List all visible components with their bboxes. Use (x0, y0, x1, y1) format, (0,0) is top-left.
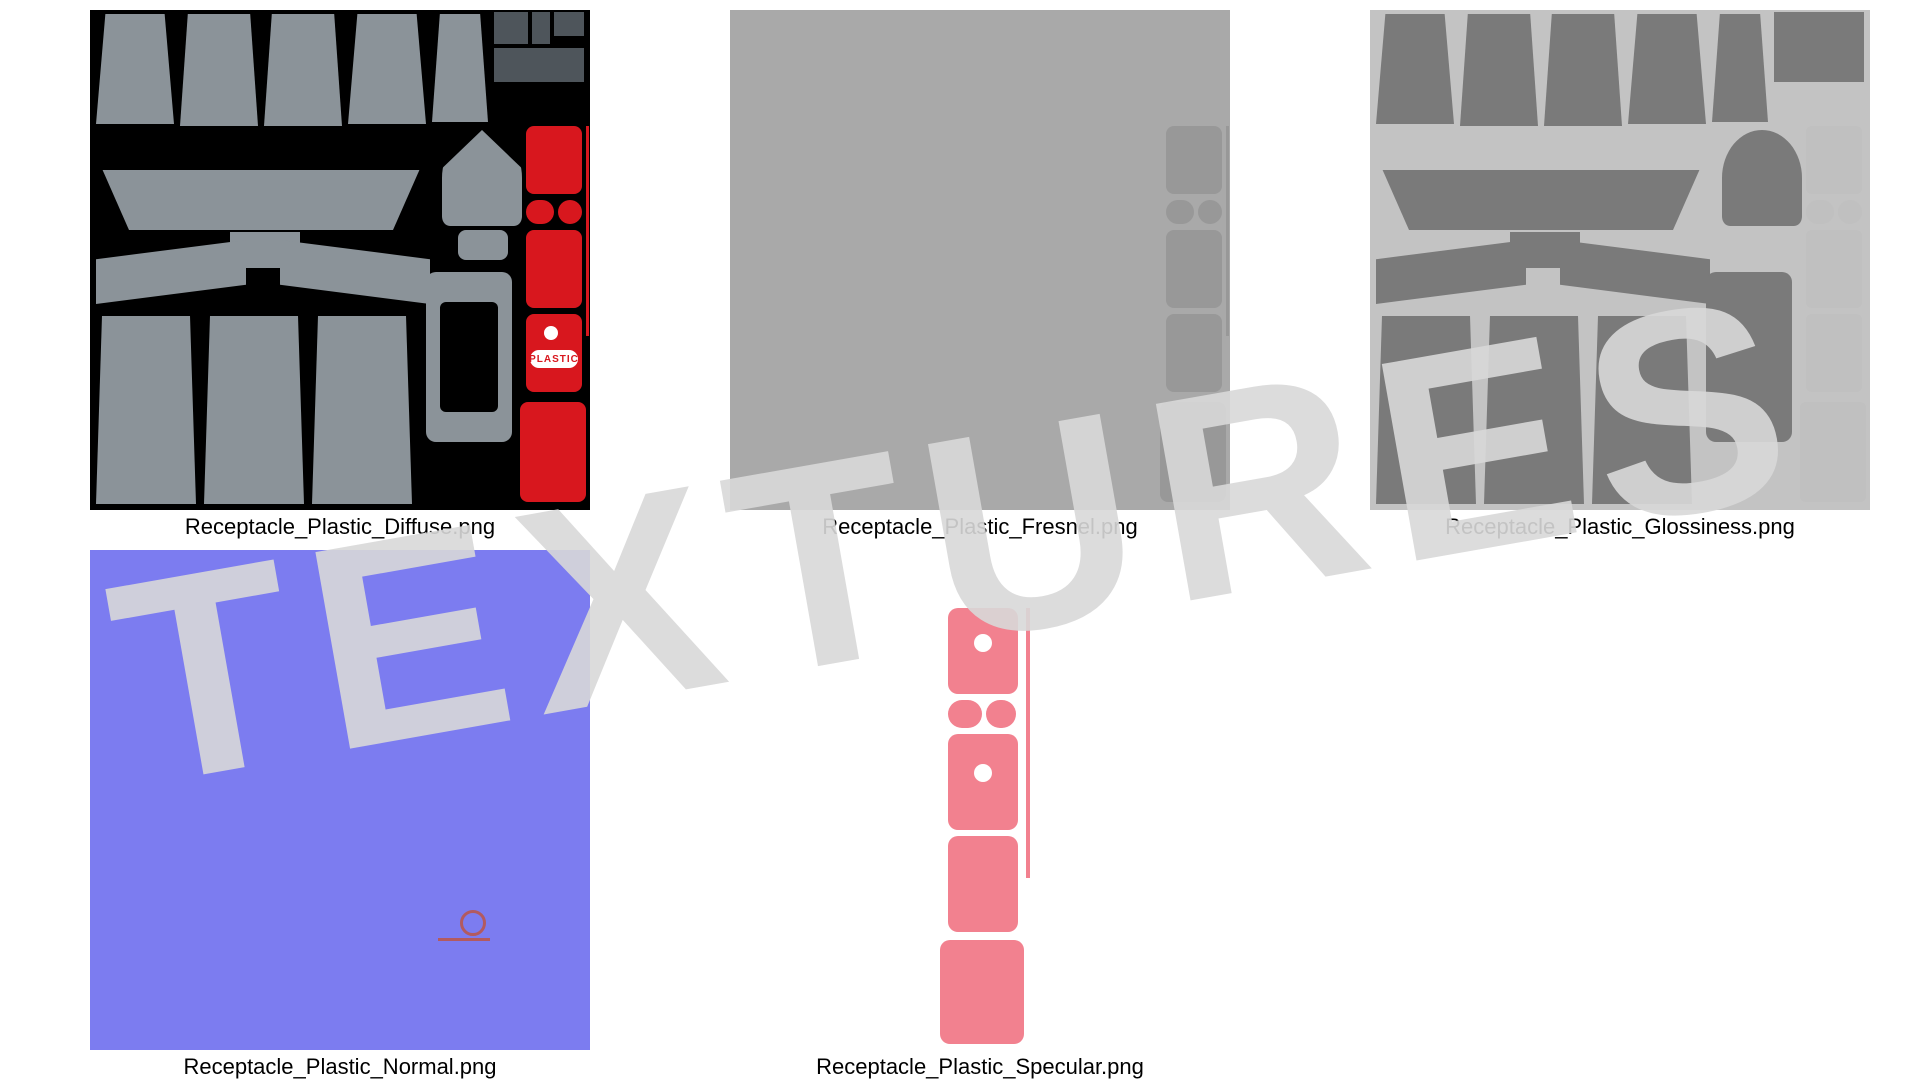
caption-specular: Receptacle_Plastic_Specular.png (816, 1054, 1144, 1080)
thumbnail-grid: PLASTIC Receptacle_Plastic_Diffuse.png R… (80, 10, 1880, 1080)
cell-glossiness: Receptacle_Plastic_Glossiness.png (1360, 10, 1880, 540)
plastic-label: PLASTIC (530, 350, 578, 368)
cell-empty (1360, 550, 1880, 1080)
caption-fresnel: Receptacle_Plastic_Fresnel.png (822, 514, 1138, 540)
cell-diffuse: PLASTIC Receptacle_Plastic_Diffuse.png (80, 10, 600, 540)
thumb-fresnel[interactable] (730, 10, 1230, 510)
cell-specular: Receptacle_Plastic_Specular.png (720, 550, 1240, 1080)
thumb-normal[interactable] (90, 550, 590, 1050)
thumb-specular[interactable] (730, 550, 1230, 1050)
thumb-glossiness[interactable] (1370, 10, 1870, 510)
cell-normal: Receptacle_Plastic_Normal.png (80, 550, 600, 1080)
caption-glossiness: Receptacle_Plastic_Glossiness.png (1445, 514, 1795, 540)
caption-diffuse: Receptacle_Plastic_Diffuse.png (185, 514, 495, 540)
cell-fresnel: Receptacle_Plastic_Fresnel.png (720, 10, 1240, 540)
caption-normal: Receptacle_Plastic_Normal.png (183, 1054, 496, 1080)
thumb-diffuse[interactable]: PLASTIC (90, 10, 590, 510)
